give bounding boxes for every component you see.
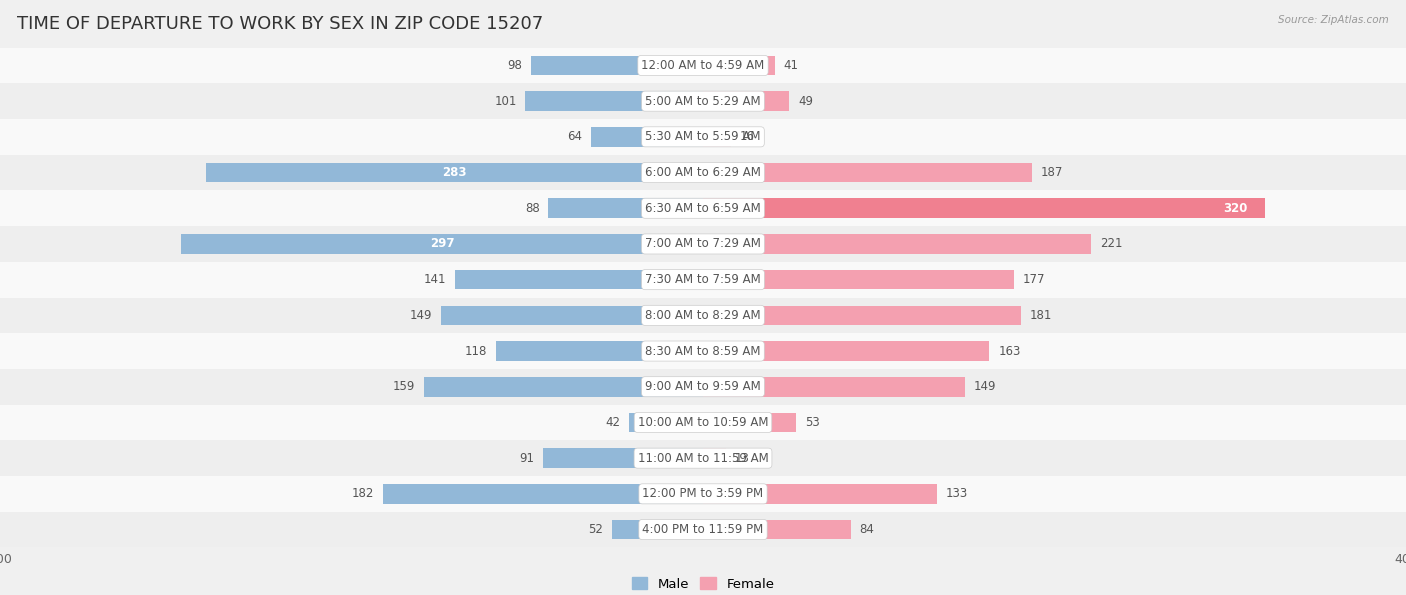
Bar [703,127,731,146]
Bar [441,306,703,325]
Text: 6:00 AM to 6:29 AM: 6:00 AM to 6:29 AM [645,166,761,179]
Bar [205,162,703,182]
Bar [181,234,703,253]
Bar [703,413,796,432]
Text: 91: 91 [519,452,534,465]
Bar [0,48,1406,83]
Bar [0,155,1406,190]
Text: 149: 149 [973,380,997,393]
Text: 5:00 AM to 5:29 AM: 5:00 AM to 5:29 AM [645,95,761,108]
Text: TIME OF DEPARTURE TO WORK BY SEX IN ZIP CODE 15207: TIME OF DEPARTURE TO WORK BY SEX IN ZIP … [17,15,543,33]
Bar [423,377,703,397]
Text: 187: 187 [1040,166,1063,179]
Bar [703,449,725,468]
Text: 149: 149 [409,309,433,322]
Bar [0,298,1406,333]
Bar [0,512,1406,547]
Text: 6:30 AM to 6:59 AM: 6:30 AM to 6:59 AM [645,202,761,215]
Bar [543,449,703,468]
Text: 297: 297 [430,237,454,250]
Text: 118: 118 [464,345,486,358]
Text: 64: 64 [567,130,582,143]
Text: 7:00 AM to 7:29 AM: 7:00 AM to 7:29 AM [645,237,761,250]
Text: 163: 163 [998,345,1021,358]
Text: 10:00 AM to 10:59 AM: 10:00 AM to 10:59 AM [638,416,768,429]
Text: 12:00 AM to 4:59 AM: 12:00 AM to 4:59 AM [641,59,765,72]
Text: 12:00 PM to 3:59 PM: 12:00 PM to 3:59 PM [643,487,763,500]
Bar [703,162,1032,182]
Text: 88: 88 [524,202,540,215]
Bar [703,199,1265,218]
Text: Source: ZipAtlas.com: Source: ZipAtlas.com [1278,15,1389,25]
Bar [703,56,775,76]
Legend: Male, Female: Male, Female [626,572,780,595]
Text: 84: 84 [859,523,875,536]
Text: 53: 53 [804,416,820,429]
Text: 8:00 AM to 8:29 AM: 8:00 AM to 8:29 AM [645,309,761,322]
Bar [703,484,936,503]
Bar [0,83,1406,119]
Text: 16: 16 [740,130,755,143]
Text: 9:00 AM to 9:59 AM: 9:00 AM to 9:59 AM [645,380,761,393]
Bar [703,342,990,361]
Bar [0,226,1406,262]
Bar [0,119,1406,155]
Text: 42: 42 [606,416,620,429]
Bar [496,342,703,361]
Text: 283: 283 [441,166,467,179]
Bar [703,91,789,111]
Text: 11:00 AM to 11:59 AM: 11:00 AM to 11:59 AM [638,452,768,465]
Text: 4:00 PM to 11:59 PM: 4:00 PM to 11:59 PM [643,523,763,536]
Text: 141: 141 [423,273,447,286]
Bar [382,484,703,503]
Bar [703,306,1021,325]
Text: 13: 13 [734,452,749,465]
Bar [630,413,703,432]
Bar [0,190,1406,226]
Text: 159: 159 [392,380,415,393]
Text: 52: 52 [588,523,603,536]
Bar [531,56,703,76]
Bar [526,91,703,111]
Bar [612,520,703,539]
Text: 98: 98 [508,59,522,72]
Text: 101: 101 [495,95,517,108]
Bar [703,377,965,397]
Bar [0,369,1406,405]
Text: 41: 41 [785,59,799,72]
Text: 49: 49 [799,95,813,108]
Text: 7:30 AM to 7:59 AM: 7:30 AM to 7:59 AM [645,273,761,286]
Bar [0,333,1406,369]
Text: 182: 182 [352,487,374,500]
Bar [703,270,1014,289]
Bar [0,405,1406,440]
Bar [703,234,1091,253]
Text: 320: 320 [1223,202,1249,215]
Bar [0,476,1406,512]
Bar [703,520,851,539]
Text: 221: 221 [1099,237,1123,250]
Text: 5:30 AM to 5:59 AM: 5:30 AM to 5:59 AM [645,130,761,143]
Bar [0,262,1406,298]
Bar [456,270,703,289]
Bar [0,440,1406,476]
Text: 8:30 AM to 8:59 AM: 8:30 AM to 8:59 AM [645,345,761,358]
Text: 181: 181 [1029,309,1052,322]
Bar [548,199,703,218]
Text: 133: 133 [945,487,967,500]
Text: 177: 177 [1024,273,1046,286]
Bar [591,127,703,146]
